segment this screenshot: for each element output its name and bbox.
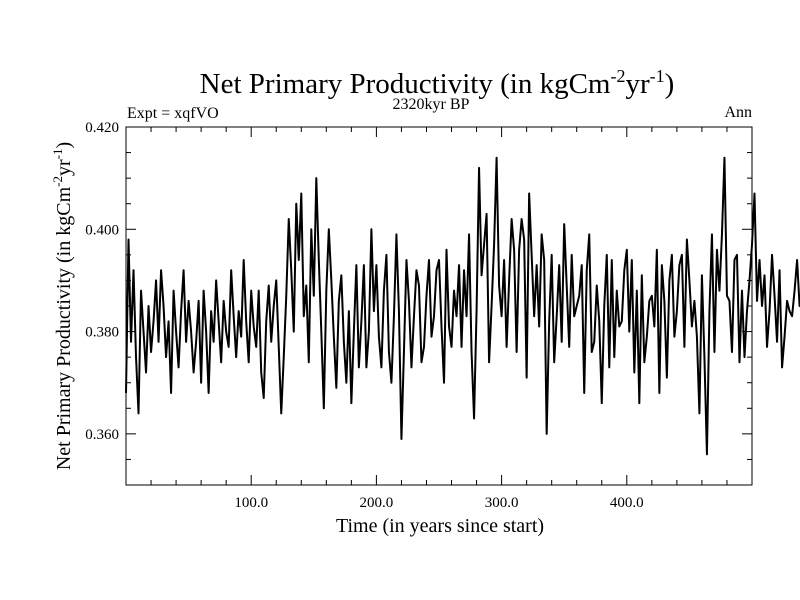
chart-title-sup2: -1 xyxy=(650,66,665,86)
series-line-npp xyxy=(125,156,800,456)
y-axis-label: Net Primary Productivity (in kgCm-2yr-1) xyxy=(50,142,75,470)
y-axis-label-mid: yr xyxy=(53,159,75,176)
chart-title: Net Primary Productivity (in kgCm-2yr-1) xyxy=(200,66,675,100)
axis-ticks: 100.0 200.0 300.0 400.0 0.360 0.380 0.400 0.420 xyxy=(85,120,752,511)
x-tick-label: 400.0 xyxy=(610,495,644,511)
x-axis-label: Time (in years since start) xyxy=(336,515,544,537)
x-tick-label: 200.0 xyxy=(360,495,394,511)
y-tick-label: 0.400 xyxy=(85,222,119,238)
y-tick-label: 0.380 xyxy=(85,325,119,341)
chart-subtitle: 2320kyr BP xyxy=(393,96,470,113)
y-axis-label-main: Net Primary Productivity (in kgCm xyxy=(53,186,75,470)
y-tick-label: 0.360 xyxy=(85,427,119,443)
y-tick-label: 0.420 xyxy=(85,120,119,136)
x-tick-label: 100.0 xyxy=(234,495,268,511)
chart-title-mid: yr xyxy=(625,68,650,100)
season-label: Ann xyxy=(724,104,752,121)
chart-title-main: Net Primary Productivity (in kgCm xyxy=(200,68,611,100)
chart-title-end: ) xyxy=(665,68,675,100)
x-tick-label: 300.0 xyxy=(485,495,519,511)
y-axis-label-end: ) xyxy=(53,142,75,149)
chart-title-sup1: -2 xyxy=(610,66,625,86)
y-axis-label-sup2: -1 xyxy=(50,149,65,160)
experiment-label: Expt = xqfVO xyxy=(127,105,219,122)
y-axis-label-sup1: -2 xyxy=(50,176,65,187)
